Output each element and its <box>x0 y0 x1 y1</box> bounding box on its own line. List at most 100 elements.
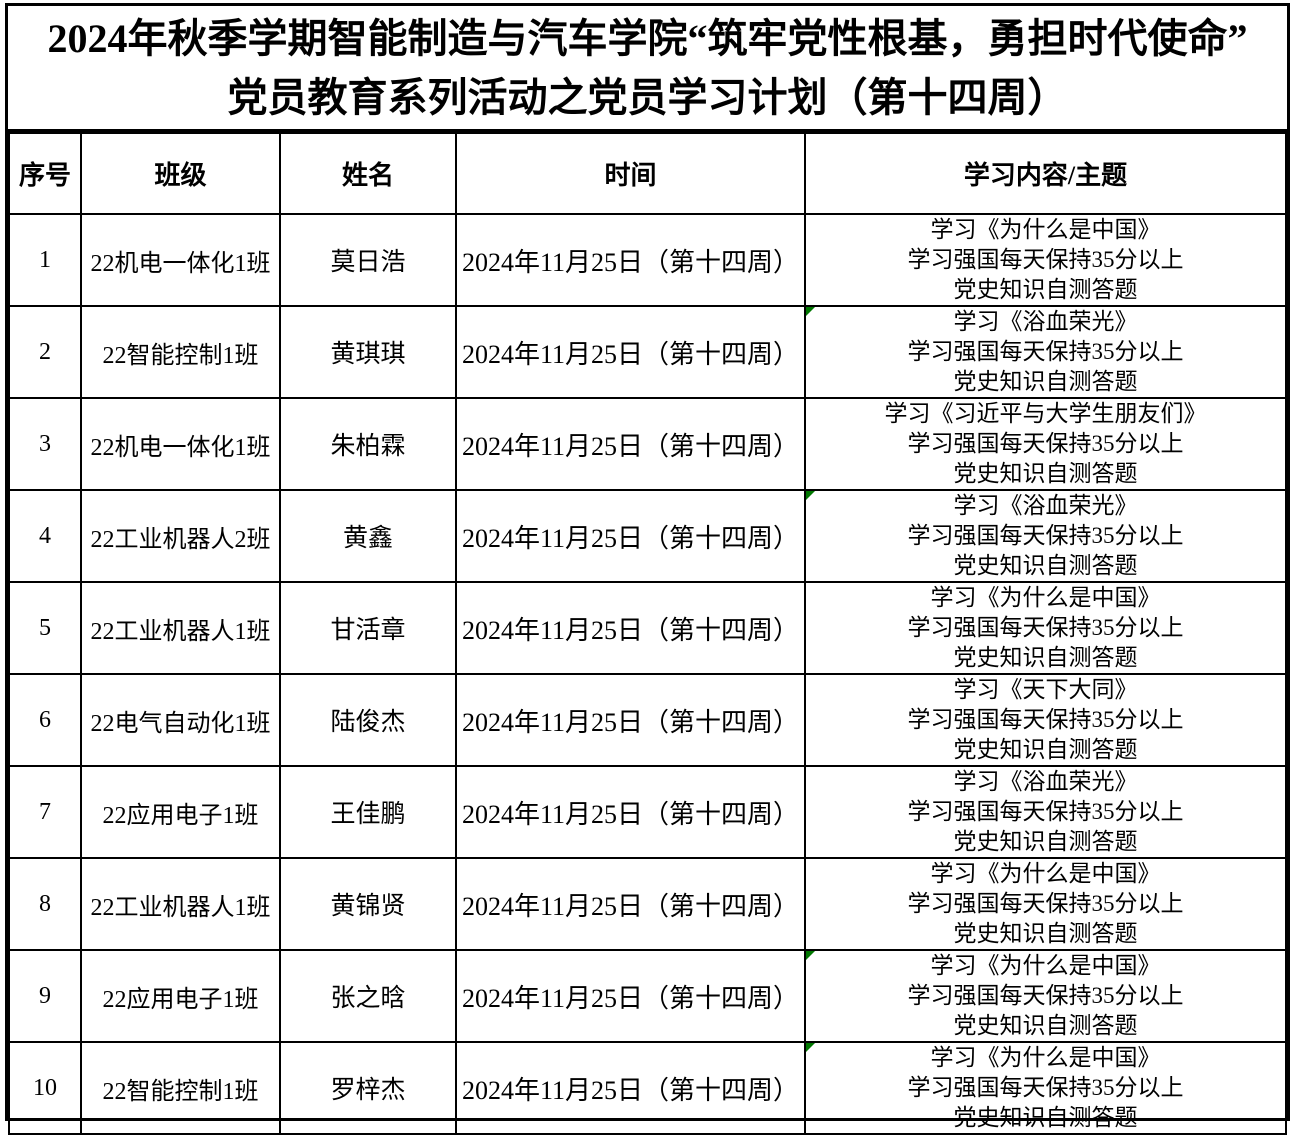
cell-index: 1 <box>8 213 82 307</box>
cell-time: 2024年11月25日（第十四周） <box>455 673 806 767</box>
cell-time: 2024年11月25日（第十四周） <box>455 213 806 307</box>
cell-name: 王佳鹏 <box>279 765 457 859</box>
cell-time: 2024年11月25日（第十四周） <box>455 949 806 1043</box>
cell-class: 22工业机器人2班 <box>80 489 281 583</box>
cell-content: 学习《浴血荣光》 学习强国每天保持35分以上 党史知识自测答题 <box>804 765 1287 859</box>
cell-name: 罗梓杰 <box>279 1041 457 1135</box>
cell-class: 22应用电子1班 <box>80 765 281 859</box>
cell-index: 8 <box>8 857 82 951</box>
page-title-line1: 2024年秋季学期智能制造与汽车学院“筑牢党性根基，勇担时代使命” <box>47 15 1248 61</box>
header-row: 序号 班级 姓名 时间 学习内容/主题 <box>8 132 1287 215</box>
content-line: 党史知识自测答题 <box>953 921 1138 946</box>
cell-time: 2024年11月25日（第十四周） <box>455 581 806 675</box>
column-header-class: 班级 <box>80 132 281 215</box>
content-line: 党史知识自测答题 <box>953 1013 1138 1038</box>
table-row: 1 22机电一体化1班 莫日浩 2024年11月25日（第十四周） 学习《为什么… <box>8 213 1287 307</box>
table-row: 7 22应用电子1班 王佳鹏 2024年11月25日（第十四周） 学习《浴血荣光… <box>8 765 1287 859</box>
cell-class: 22机电一体化1班 <box>80 397 281 491</box>
content-line: 学习强国每天保持35分以上 <box>907 799 1184 824</box>
cell-name: 莫日浩 <box>279 213 457 307</box>
column-header-index: 序号 <box>8 132 82 215</box>
cell-time: 2024年11月25日（第十四周） <box>455 857 806 951</box>
column-header-name: 姓名 <box>279 132 457 215</box>
cell-class: 22智能控制1班 <box>80 1041 281 1135</box>
content-line: 党史知识自测答题 <box>953 829 1138 854</box>
cell-name: 甘活章 <box>279 581 457 675</box>
column-header-time: 时间 <box>455 132 806 215</box>
content-line: 党史知识自测答题 <box>953 645 1138 670</box>
content-line: 学习强国每天保持35分以上 <box>907 1075 1184 1100</box>
cell-index: 5 <box>8 581 82 675</box>
content-line: 学习强国每天保持35分以上 <box>907 523 1184 548</box>
content-line: 学习《浴血荣光》 <box>953 309 1138 334</box>
content-line: 学习强国每天保持35分以上 <box>907 983 1184 1008</box>
cell-class: 22智能控制1班 <box>80 305 281 399</box>
cell-index: 9 <box>8 949 82 1043</box>
content-line: 党史知识自测答题 <box>953 1105 1138 1130</box>
table-row: 4 22工业机器人2班 黄鑫 2024年11月25日（第十四周） 学习《浴血荣光… <box>8 489 1287 583</box>
content-line: 学习《浴血荣光》 <box>953 493 1138 518</box>
cell-time: 2024年11月25日（第十四周） <box>455 397 806 491</box>
content-line: 党史知识自测答题 <box>953 277 1138 302</box>
content-line: 学习《为什么是中国》 <box>930 1045 1161 1070</box>
cell-name: 黄琪琪 <box>279 305 457 399</box>
content-line: 学习《为什么是中国》 <box>930 953 1161 978</box>
cell-time: 2024年11月25日（第十四周） <box>455 765 806 859</box>
content-line: 学习《为什么是中国》 <box>930 585 1161 610</box>
cell-class: 22机电一体化1班 <box>80 213 281 307</box>
cell-index: 2 <box>8 305 82 399</box>
cell-name: 张之晗 <box>279 949 457 1043</box>
content-line: 党史知识自测答题 <box>953 461 1138 486</box>
content-line: 党史知识自测答题 <box>953 369 1138 394</box>
content-line: 学习强国每天保持35分以上 <box>907 707 1184 732</box>
cell-index: 4 <box>8 489 82 583</box>
content-line: 学习强国每天保持35分以上 <box>907 339 1184 364</box>
table-row: 9 22应用电子1班 张之晗 2024年11月25日（第十四周） 学习《为什么是… <box>8 949 1287 1043</box>
cell-time: 2024年11月25日（第十四周） <box>455 1041 806 1135</box>
content-line: 学习《浴血荣光》 <box>953 769 1138 794</box>
cell-content: 学习《为什么是中国》 学习强国每天保持35分以上 党史知识自测答题 <box>804 949 1287 1043</box>
cell-index: 7 <box>8 765 82 859</box>
content-line: 学习强国每天保持35分以上 <box>907 891 1184 916</box>
content-line: 学习强国每天保持35分以上 <box>907 247 1184 272</box>
cell-index: 6 <box>8 673 82 767</box>
cell-content: 学习《为什么是中国》 学习强国每天保持35分以上 党史知识自测答题 <box>804 213 1287 307</box>
table-row: 5 22工业机器人1班 甘活章 2024年11月25日（第十四周） 学习《为什么… <box>8 581 1287 675</box>
document-sheet: 2024年秋季学期智能制造与汽车学院“筑牢党性根基，勇担时代使命” 党员教育系列… <box>5 3 1290 1135</box>
content-line: 学习《天下大同》 <box>953 677 1138 702</box>
cell-content: 学习《为什么是中国》 学习强国每天保持35分以上 党史知识自测答题 <box>804 581 1287 675</box>
table-row: 8 22工业机器人1班 黄锦贤 2024年11月25日（第十四周） 学习《为什么… <box>8 857 1287 951</box>
page-title-line2: 党员教育系列活动之党员学习计划（第十四周） <box>227 74 1068 120</box>
cell-content: 学习《浴血荣光》 学习强国每天保持35分以上 党史知识自测答题 <box>804 489 1287 583</box>
cell-class: 22工业机器人1班 <box>80 581 281 675</box>
table-row: 3 22机电一体化1班 朱柏霖 2024年11月25日（第十四周） 学习《习近平… <box>8 397 1287 491</box>
cell-name: 朱柏霖 <box>279 397 457 491</box>
content-line: 学习《习近平与大学生朋友们》 <box>884 401 1207 426</box>
cell-content: 学习《为什么是中国》 学习强国每天保持35分以上 党史知识自测答题 <box>804 1041 1287 1135</box>
content-line: 学习《为什么是中国》 <box>930 217 1161 242</box>
content-line: 党史知识自测答题 <box>953 737 1138 762</box>
cell-time: 2024年11月25日（第十四周） <box>455 305 806 399</box>
content-line: 学习《为什么是中国》 <box>930 861 1161 886</box>
cell-name: 黄鑫 <box>279 489 457 583</box>
content-line: 学习强国每天保持35分以上 <box>907 615 1184 640</box>
cell-class: 22工业机器人1班 <box>80 857 281 951</box>
cell-name: 陆俊杰 <box>279 673 457 767</box>
study-plan-table: 序号 班级 姓名 时间 学习内容/主题 1 22机电一体化1班 莫日浩 2024… <box>8 132 1287 1135</box>
page-title: 2024年秋季学期智能制造与汽车学院“筑牢党性根基，勇担时代使命” 党员教育系列… <box>8 6 1287 132</box>
cell-content: 学习《为什么是中国》 学习强国每天保持35分以上 党史知识自测答题 <box>804 857 1287 951</box>
table-row: 2 22智能控制1班 黄琪琪 2024年11月25日（第十四周） 学习《浴血荣光… <box>8 305 1287 399</box>
table-row: 6 22电气自动化1班 陆俊杰 2024年11月25日（第十四周） 学习《天下大… <box>8 673 1287 767</box>
table-body: 1 22机电一体化1班 莫日浩 2024年11月25日（第十四周） 学习《为什么… <box>8 213 1287 1135</box>
cell-class: 22应用电子1班 <box>80 949 281 1043</box>
cell-time: 2024年11月25日（第十四周） <box>455 489 806 583</box>
cell-index: 10 <box>8 1041 82 1135</box>
cell-class: 22电气自动化1班 <box>80 673 281 767</box>
table-row: 10 22智能控制1班 罗梓杰 2024年11月25日（第十四周） 学习《为什么… <box>8 1041 1287 1135</box>
content-line: 党史知识自测答题 <box>953 553 1138 578</box>
cell-content: 学习《习近平与大学生朋友们》 学习强国每天保持35分以上 党史知识自测答题 <box>804 397 1287 491</box>
cell-content: 学习《浴血荣光》 学习强国每天保持35分以上 党史知识自测答题 <box>804 305 1287 399</box>
cell-name: 黄锦贤 <box>279 857 457 951</box>
content-line: 学习强国每天保持35分以上 <box>907 431 1184 456</box>
cell-index: 3 <box>8 397 82 491</box>
